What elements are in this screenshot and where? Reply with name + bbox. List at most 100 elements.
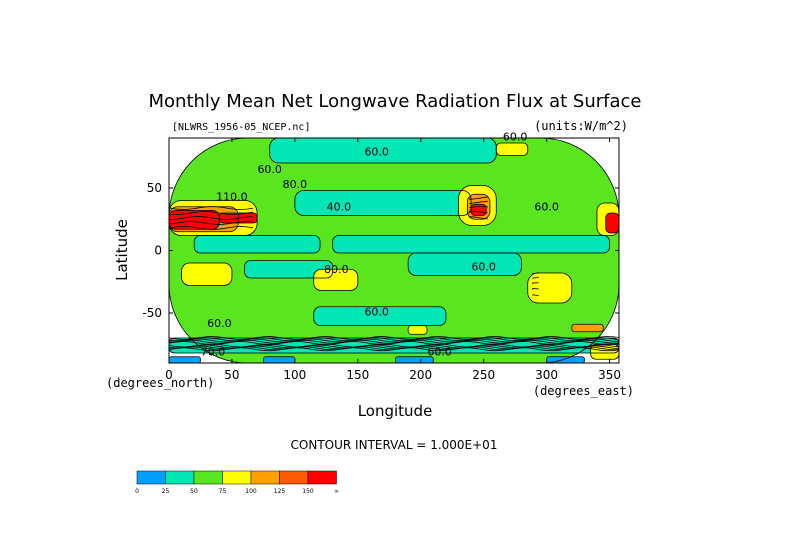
contour-fill-region <box>313 306 446 326</box>
contour-line <box>407 325 428 335</box>
y-tick-label: -50 <box>142 306 162 320</box>
contour-line <box>181 262 233 286</box>
x-tick-label: 350 <box>598 368 621 382</box>
contour-fill-region <box>408 325 428 335</box>
contour-line <box>469 201 488 205</box>
contour-line <box>313 306 447 326</box>
y-axis: -50 0 50 <box>142 181 619 320</box>
contour-line <box>294 190 472 216</box>
contour-line <box>469 206 488 208</box>
contour-label: 60.0 <box>503 131 528 144</box>
contour-line <box>532 277 539 279</box>
legend-swatch <box>250 470 280 485</box>
contour-line <box>193 235 321 254</box>
contour-label: 60.0 <box>534 201 559 214</box>
contour-interval-label: CONTOUR INTERVAL = 1.000E+01 <box>291 438 498 452</box>
contour-label: 60.0 <box>471 261 496 274</box>
contour-line <box>168 347 620 352</box>
x-tick-label: 150 <box>346 368 369 382</box>
contour-line <box>495 142 529 156</box>
contour-fill-region <box>571 324 604 332</box>
contour-label: 60.0 <box>257 163 282 176</box>
contour-line <box>168 211 254 215</box>
contour-fill-region <box>269 138 497 163</box>
x-axis: 0 50 100 150 200 250 300 350 <box>165 138 621 382</box>
contour-line <box>469 216 488 220</box>
contour-fill-region <box>194 235 321 253</box>
legend-swatch <box>193 470 223 485</box>
contour-fill-region <box>395 356 434 363</box>
contour-label: 80.0 <box>324 263 349 276</box>
contour-line <box>218 212 258 224</box>
color-legend: 0 25 50 75 100 125 150 ∞ <box>135 470 339 495</box>
contour-label: 60.0 <box>427 346 452 359</box>
contour-label: 40.0 <box>327 201 352 214</box>
contour-label: 110.0 <box>216 191 248 204</box>
contour-fill-region <box>181 263 232 286</box>
legend-label: 100 <box>245 488 257 495</box>
legend-swatch <box>222 470 252 485</box>
filled-contour-regions <box>169 138 619 363</box>
x-tick-label: 50 <box>224 368 239 382</box>
legend-swatch <box>307 470 337 485</box>
contour-line <box>313 268 359 291</box>
contour-fill-region <box>263 356 295 363</box>
contour-label: 70.0 <box>201 346 226 359</box>
contour-line <box>458 185 497 226</box>
contour-line <box>407 252 522 276</box>
legend-label: 150 <box>302 488 314 495</box>
contour-line <box>532 287 539 290</box>
contour-fill-region <box>169 210 220 230</box>
contour-line <box>466 193 491 220</box>
x-tick-label: 0 <box>165 368 173 382</box>
contour-label: 60.0 <box>207 317 232 330</box>
contour-line <box>168 336 620 340</box>
y-unit-label: (degrees_north) <box>106 376 214 390</box>
x-tick-label: 200 <box>409 368 432 382</box>
contour-fill-region <box>408 253 522 276</box>
contour-line <box>469 211 488 214</box>
contour-fill-region <box>496 143 528 156</box>
x-tick-label: 250 <box>472 368 495 382</box>
contour-line <box>470 203 487 216</box>
x-tick-label: 300 <box>535 368 558 382</box>
contour-fill-region <box>169 356 201 363</box>
legend-label: 25 <box>162 488 170 495</box>
contour-line <box>168 216 254 220</box>
contour-line <box>532 294 539 297</box>
x-unit-label: (degrees_east) <box>533 384 634 398</box>
contour-line <box>527 272 573 304</box>
contour-line <box>571 323 604 333</box>
contour-line <box>168 339 620 344</box>
contour-line <box>168 221 254 225</box>
legend-label: ∞ <box>334 488 339 495</box>
y-tick-label: 50 <box>147 181 162 195</box>
contour-fill-region <box>332 235 610 253</box>
contour-fill-region <box>244 260 333 278</box>
y-axis-label: Latitude <box>113 219 131 281</box>
legend-label: 50 <box>190 488 198 495</box>
chart-title: Monthly Mean Net Longwave Radiation Flux… <box>149 91 642 112</box>
x-tick-label: 100 <box>283 368 306 382</box>
contour-line <box>168 206 254 210</box>
legend-swatch <box>279 470 309 485</box>
contour-fill-region <box>313 269 358 291</box>
contour-line <box>532 282 539 285</box>
contour-label: 60.0 <box>364 146 389 159</box>
units-label: (units:W/m^2) <box>534 119 628 133</box>
legend-swatch <box>136 470 166 485</box>
contour-fill-region <box>605 213 619 233</box>
x-axis-label: Longitude <box>358 402 433 420</box>
contour-label: 60.0 <box>364 306 389 319</box>
legend-swatch <box>165 470 195 485</box>
legend-label: 0 <box>135 488 139 495</box>
contour-label: 80.0 <box>283 178 308 191</box>
contour-fill-region <box>294 190 472 216</box>
contour-line <box>168 226 254 230</box>
file-label: [NLWRS_1956-05_NCEP.nc] <box>172 122 310 133</box>
y-tick-label: 0 <box>154 244 162 258</box>
contour-line <box>532 272 539 275</box>
